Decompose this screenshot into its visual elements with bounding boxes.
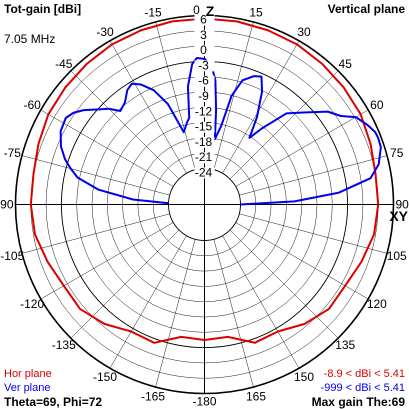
grid-spoke [229,229,339,339]
angle-tick-label: 120 [367,297,387,311]
grid-spoke [109,40,187,174]
radial-tick-bg [194,91,215,102]
hor-range-label: -8.9 < dBi < 5.41 [324,368,405,380]
radial-tick-bg [194,152,215,164]
radial-tick-bg [194,106,215,118]
radial-tick-bg [194,136,215,148]
ver-range-label: -999 < dBi < 5.41 [321,382,405,394]
angle-tick-label: -60 [23,98,41,112]
radial-tick-label: -3 [198,58,209,72]
legend-ver-plane: Ver plane [4,382,50,394]
theta-phi-label: Theta=69, Phi=72 [4,395,102,409]
angle-tick-label: 165 [246,390,266,404]
radial-tick-label: 6 [200,13,207,27]
radial-tick-bg [194,75,215,87]
grid-spoke [213,21,254,170]
grid-spoke [229,70,339,180]
grid-spoke [21,213,170,254]
angle-tick-label: 75 [390,146,404,160]
angle-tick-label: 135 [335,338,355,352]
angle-tick-label: -45 [55,57,73,71]
grid-spoke [222,235,300,369]
angle-tick-label: -15 [144,5,162,19]
radial-tick-label: -12 [195,104,213,118]
series-hor-plane [29,17,380,344]
grid-spoke [235,222,369,300]
series-ver-plane [59,57,382,206]
axis-label-right: XY [389,208,408,224]
angle-tick-label: 45 [339,57,353,71]
grid-spoke [109,235,187,369]
angle-tick-label: 105 [387,249,407,263]
angle-tick-label: -90 [0,198,14,212]
angle-tick-label: 150 [294,370,314,384]
angle-tick-label: -165 [141,390,165,404]
radial-tick-label: -21 [195,150,213,164]
grid-spoke [222,40,300,174]
grid-spoke [21,155,170,196]
angle-tick-label: 30 [297,25,311,39]
grid-spoke [155,239,196,388]
radial-tick-label: -6 [198,74,209,88]
chart-title: Tot-gain [dBi] [4,2,81,16]
angle-tick-label: -75 [4,146,22,160]
angle-tick-label: -180 [192,395,216,409]
grid-spoke [155,21,196,170]
grid-spoke [70,70,180,180]
radial-tick-label: 0 [200,43,207,57]
legend-hor-plane: Hor plane [4,368,52,380]
grid-spoke [239,155,388,196]
radial-tick-label: -9 [198,89,209,103]
angle-tick-label: 90 [396,198,409,212]
radial-tick-label: -15 [195,120,213,134]
radial-tick-bg [194,167,215,179]
radial-tick-bg [194,121,215,133]
radial-tick-bg [194,45,215,57]
radial-tick-label: 3 [200,28,207,42]
tick-labels: 153045607590105120135150165-180-15-30-45… [0,3,409,409]
radial-tick-bg [194,60,215,72]
frequency-label: 7.05 MHz [4,32,55,46]
angle-tick-label: -120 [20,297,44,311]
angle-tick-label: -135 [52,338,76,352]
angle-tick-label: -30 [96,25,114,39]
grid-spoke [235,109,369,187]
grid-spoke [70,229,180,339]
grid-spoke [239,213,388,254]
axis-label-top: Z [206,3,215,19]
angle-tick-label: 0 [193,3,200,17]
angle-tick-label: -150 [93,370,117,384]
grid-spoke [213,239,254,388]
radial-tick-bg [194,29,215,41]
radial-tick-label: -18 [195,135,213,149]
radial-tick-label: -24 [195,166,213,180]
angle-tick-label: 15 [249,5,263,19]
plane-title: Vertical plane [328,2,406,16]
angle-tick-label: -105 [0,249,24,263]
angle-tick-label: 60 [370,98,384,112]
grid-spoke [40,222,174,300]
max-gain-label: Max gain The:69 [312,395,406,409]
radial-tick-bg [194,14,215,26]
